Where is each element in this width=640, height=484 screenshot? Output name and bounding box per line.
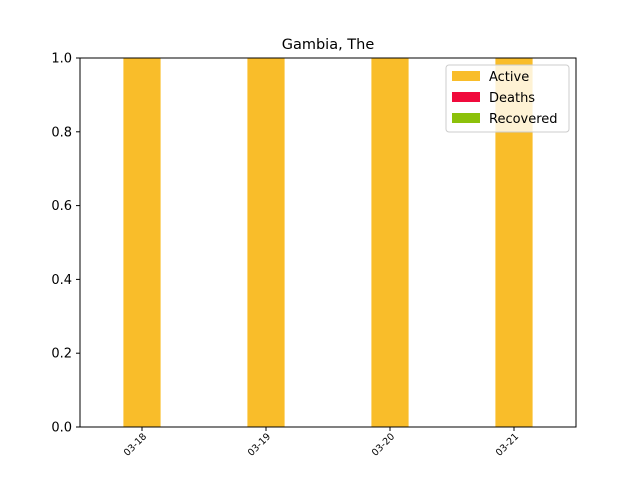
- bars-group: [123, 58, 533, 427]
- legend-swatch-active: [452, 71, 480, 81]
- y-tick-label: 1.0: [51, 52, 72, 67]
- legend-swatch-deaths: [452, 92, 480, 102]
- legend-swatch-recovered: [452, 113, 480, 123]
- y-tick-label: 0.8: [51, 125, 72, 140]
- chart-title: Gambia, The: [282, 37, 375, 53]
- y-tick-label: 0.4: [51, 273, 72, 288]
- legend-label-deaths: Deaths: [489, 91, 535, 106]
- y-tick-label: 0.0: [51, 421, 72, 436]
- plot-frame: [79, 57, 577, 428]
- bar-active-03-18: [123, 58, 161, 427]
- legend-label-recovered: Recovered: [489, 112, 558, 127]
- bar-active-03-19: [247, 58, 285, 427]
- y-axis: 0.0 0.2 0.4 0.6 0.8 1.0: [51, 52, 80, 436]
- bar-active-03-20: [371, 58, 409, 427]
- y-tick-label: 0.6: [51, 199, 72, 214]
- y-tick-label: 0.2: [51, 347, 72, 362]
- legend-label-active: Active: [489, 70, 529, 85]
- legend: Active Deaths Recovered: [445, 64, 570, 133]
